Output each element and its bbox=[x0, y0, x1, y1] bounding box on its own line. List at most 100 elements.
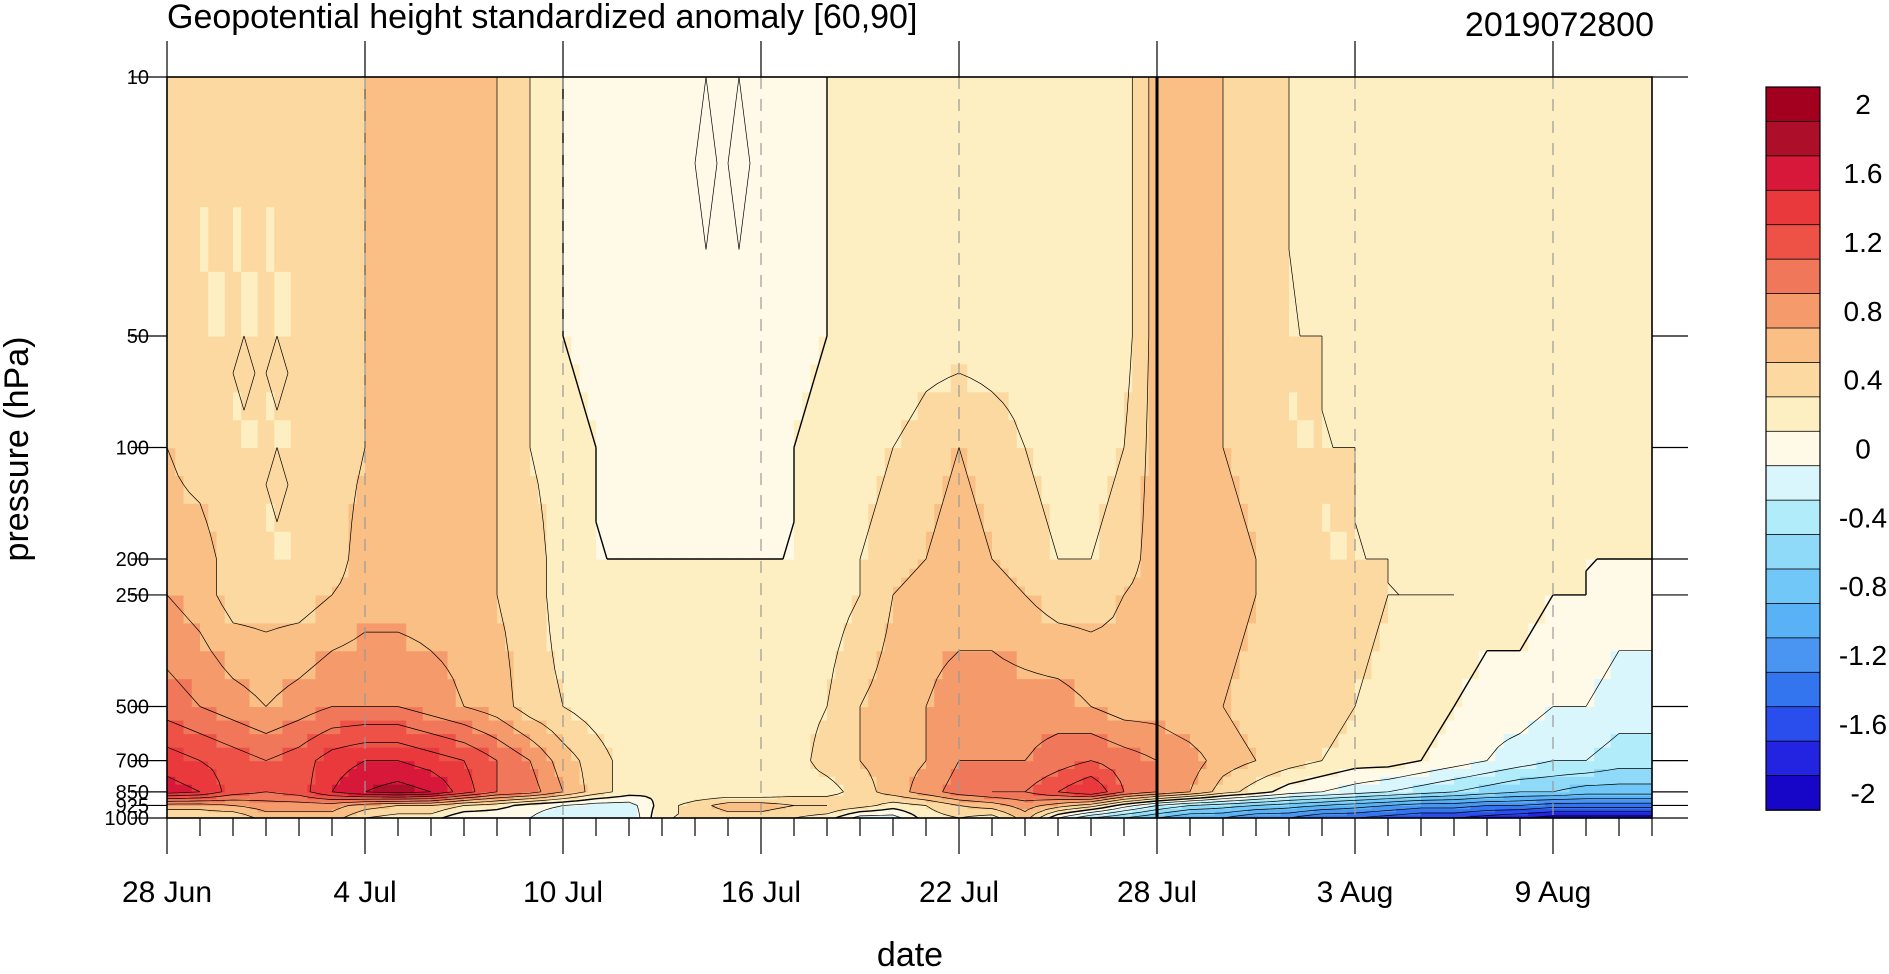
anomaly-cell bbox=[480, 475, 490, 504]
anomaly-cell bbox=[703, 568, 713, 578]
anomaly-cell bbox=[686, 808, 696, 813]
anomaly-cell bbox=[777, 784, 787, 793]
anomaly-cell bbox=[1206, 768, 1216, 777]
anomaly-cell bbox=[884, 678, 894, 708]
anomaly-cell bbox=[455, 585, 465, 596]
anomaly-cell bbox=[818, 747, 828, 762]
anomaly-cell bbox=[703, 706, 713, 721]
anomaly-cell bbox=[802, 650, 812, 680]
anomaly-cell bbox=[290, 650, 300, 680]
anomaly-cell bbox=[208, 805, 218, 810]
anomaly-cell bbox=[719, 760, 729, 770]
anomaly-cell bbox=[926, 576, 935, 587]
anomaly-cell bbox=[843, 447, 853, 476]
anomaly-cell bbox=[1074, 805, 1084, 810]
anomaly-cell bbox=[274, 747, 284, 762]
anomaly-cell bbox=[1016, 568, 1026, 578]
anomaly-cell bbox=[1363, 503, 1373, 532]
anomaly-cell bbox=[183, 447, 193, 476]
anomaly-cell bbox=[1610, 760, 1620, 770]
anomaly-cell bbox=[596, 811, 605, 816]
anomaly-cell bbox=[827, 531, 836, 560]
anomaly-cell bbox=[1206, 559, 1216, 569]
anomaly-cell bbox=[1363, 805, 1373, 810]
anomaly-cell bbox=[1371, 805, 1381, 810]
anomaly-cell bbox=[208, 475, 218, 504]
anomaly-cell bbox=[315, 808, 325, 813]
anomaly-cell bbox=[1305, 784, 1315, 793]
anomaly-cell bbox=[1305, 650, 1315, 680]
anomaly-cell bbox=[620, 568, 630, 578]
anomaly-cell bbox=[1223, 795, 1232, 800]
anomaly-cell bbox=[587, 720, 597, 735]
anomaly-cell bbox=[1454, 559, 1463, 569]
anomaly-cell bbox=[975, 447, 985, 476]
anomaly-cell bbox=[1586, 747, 1595, 762]
anomaly-cell bbox=[1058, 768, 1067, 777]
anomaly-cell bbox=[1264, 784, 1274, 793]
anomaly-cell bbox=[653, 798, 663, 803]
anomaly-cell bbox=[340, 798, 350, 803]
anomaly-cell bbox=[587, 447, 597, 476]
anomaly-cell bbox=[744, 814, 754, 819]
anomaly-cell bbox=[1536, 808, 1546, 813]
anomaly-cell bbox=[1264, 768, 1274, 777]
anomaly-cell bbox=[893, 706, 902, 721]
anomaly-cell bbox=[299, 747, 308, 762]
anomaly-cell bbox=[1396, 720, 1406, 735]
anomaly-cell bbox=[1173, 650, 1183, 680]
anomaly-cell bbox=[1091, 678, 1100, 708]
anomaly-cell bbox=[645, 808, 655, 813]
anomaly-cell bbox=[1074, 447, 1084, 476]
anomaly-cell bbox=[1330, 720, 1340, 735]
anomaly-cell bbox=[381, 559, 391, 569]
anomaly-cell bbox=[1330, 784, 1340, 793]
anomaly-cell bbox=[1478, 475, 1488, 504]
anomaly-cell bbox=[1157, 531, 1166, 560]
anomaly-cell bbox=[167, 503, 176, 532]
anomaly-cell bbox=[629, 678, 638, 708]
anomaly-cell bbox=[752, 576, 762, 587]
anomaly-cell bbox=[530, 784, 539, 793]
anomaly-cell bbox=[1594, 594, 1604, 624]
anomaly-cell bbox=[183, 795, 193, 800]
anomaly-cell bbox=[1190, 747, 1199, 762]
anomaly-cell bbox=[843, 768, 853, 777]
anomaly-cell bbox=[728, 760, 737, 770]
anomaly-cell bbox=[810, 814, 820, 819]
anomaly-cell bbox=[579, 747, 589, 762]
anomaly-cell bbox=[1313, 798, 1323, 803]
anomaly-cell bbox=[934, 814, 944, 819]
anomaly-cell bbox=[381, 733, 391, 748]
anomaly-cell bbox=[1379, 760, 1389, 770]
anomaly-cell bbox=[620, 808, 630, 813]
anomaly-cell bbox=[1487, 447, 1496, 476]
anomaly-cell bbox=[1239, 798, 1249, 803]
anomaly-cell bbox=[1627, 768, 1637, 777]
anomaly-cell bbox=[678, 622, 688, 652]
anomaly-cell bbox=[1610, 776, 1620, 785]
anomaly-cell bbox=[1033, 594, 1043, 624]
anomaly-cell bbox=[480, 747, 490, 762]
anomaly-cell bbox=[274, 475, 284, 504]
anomaly-cell bbox=[950, 760, 960, 770]
anomaly-cell bbox=[1363, 576, 1373, 587]
anomaly-cell bbox=[1495, 568, 1505, 578]
anomaly-cell bbox=[175, 805, 185, 810]
anomaly-cell bbox=[216, 747, 226, 762]
anomaly-cell bbox=[942, 814, 952, 819]
anomaly-cell bbox=[1462, 678, 1472, 708]
anomaly-cell bbox=[1388, 475, 1397, 504]
anomaly-cell bbox=[1346, 568, 1356, 578]
anomaly-cell bbox=[1058, 531, 1067, 560]
anomaly-cell bbox=[934, 706, 944, 721]
anomaly-cell bbox=[464, 650, 473, 680]
anomaly-cell bbox=[191, 795, 201, 800]
anomaly-cell bbox=[686, 678, 696, 708]
anomaly-cell bbox=[1520, 747, 1529, 762]
anomaly-cell bbox=[1041, 447, 1051, 476]
anomaly-cell bbox=[439, 678, 449, 708]
anomaly-cell bbox=[1041, 568, 1051, 578]
anomaly-cell bbox=[934, 594, 944, 624]
anomaly-cell bbox=[447, 585, 457, 596]
